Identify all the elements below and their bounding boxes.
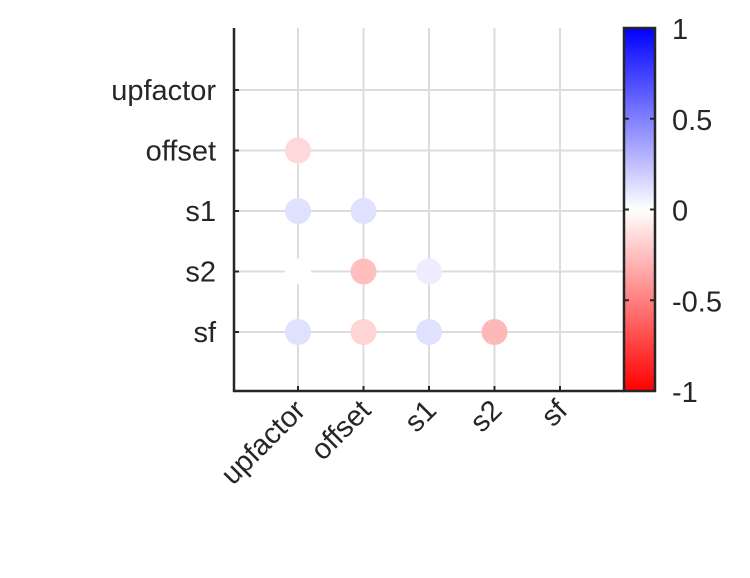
- y-tick-label-sf: sf: [193, 317, 217, 349]
- colorbar-tick-label-3: -0.5: [672, 286, 722, 318]
- x-tick-label-s2: s2: [464, 394, 508, 438]
- point-sf-upfactor: [285, 319, 311, 345]
- point-s2-s1: [416, 258, 442, 285]
- colorbar-tick-label-4: -1: [672, 377, 698, 409]
- y-tick-label-s2: s2: [185, 257, 216, 289]
- colorbar-tick-label-1: 0.5: [672, 105, 712, 137]
- colorbar-gradient: [622, 26, 657, 393]
- point-sf-s1: [416, 319, 442, 345]
- point-sf-s2: [481, 319, 508, 345]
- axes: [232, 28, 624, 393]
- point-offset-upfactor: [285, 137, 311, 164]
- colorbar-tick-label-2: 0: [672, 196, 688, 228]
- point-s2-upfactor: [285, 258, 311, 285]
- correlation-points: [285, 137, 508, 345]
- point-s1-offset: [350, 198, 377, 224]
- x-tick-label-s1: s1: [399, 394, 443, 438]
- point-s2-offset: [350, 258, 377, 285]
- y-tick-label-s1: s1: [185, 196, 216, 228]
- y-tick-label-offset: offset: [146, 136, 216, 168]
- x-tick-label-upfactor: upfactor: [215, 394, 312, 491]
- colorbar-tick-label-0: 1: [672, 14, 688, 46]
- point-sf-offset: [350, 319, 377, 345]
- y-tick-labels: upfactor offset s1 s2 sf: [111, 75, 217, 349]
- colorbar: 1 0.5 0 -0.5 -1: [622, 14, 722, 409]
- point-s1-upfactor: [285, 198, 311, 224]
- y-tick-label-upfactor: upfactor: [111, 75, 216, 107]
- x-tick-label-sf: sf: [535, 394, 574, 433]
- x-tick-label-offset: offset: [305, 394, 377, 466]
